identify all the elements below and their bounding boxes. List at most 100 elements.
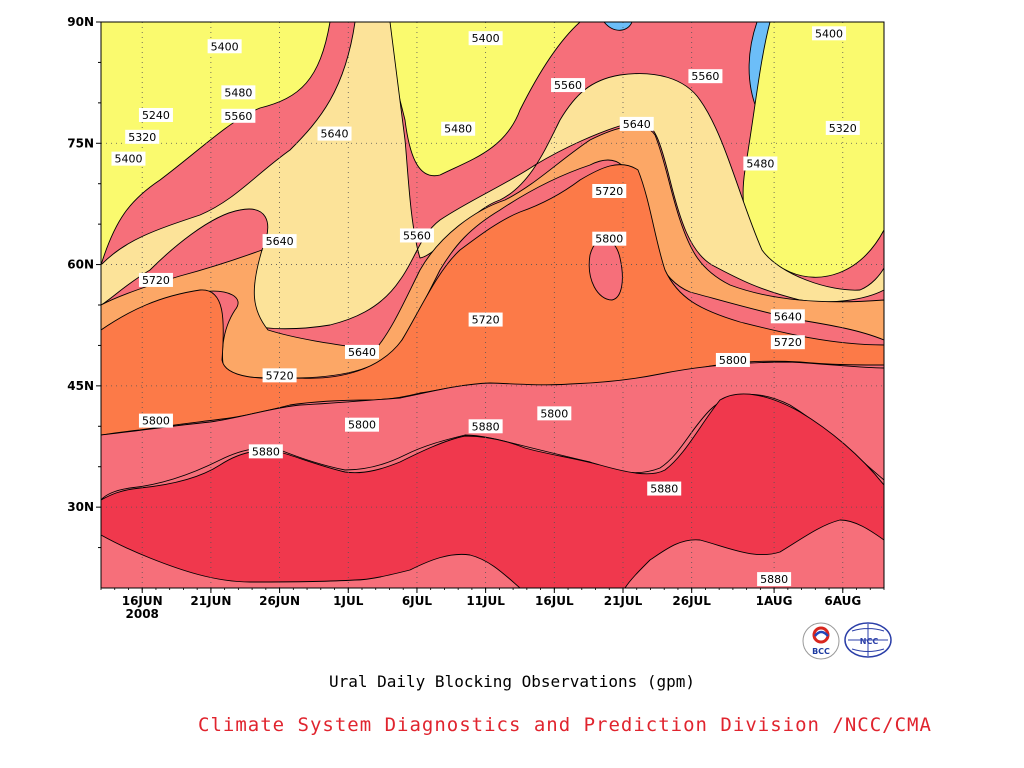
x-year-label: 2008 — [126, 607, 159, 621]
contour-label-bg — [812, 26, 847, 41]
y-tick-label: 45N — [67, 379, 94, 393]
contour-label-text: 5720 — [472, 314, 500, 327]
x-tick-label: 16JUL — [535, 594, 574, 608]
contour-label-text: 5800 — [348, 419, 376, 432]
grid-lines — [101, 22, 884, 588]
ncc-logo-text: NCC — [860, 637, 879, 646]
contour-label-bg — [551, 78, 586, 93]
contour-label: 5640 — [619, 116, 654, 131]
contour-label-bg — [221, 85, 256, 100]
y-tick-label: 30N — [67, 500, 94, 514]
contour-label-bg — [688, 69, 723, 84]
x-axis: 16JUN 21JUN 26JUN 1JUL 6JUL 11JUL 16JUL 21JUL 26… — [100, 588, 885, 621]
contour-label: 5400 — [468, 31, 503, 46]
contour-label-text: 5400 — [815, 27, 843, 40]
contour-label-text: 5640 — [774, 310, 802, 323]
contour-label-text: 5560 — [403, 229, 431, 242]
contour-label-text: 5720 — [774, 336, 802, 349]
contour-label: 5800 — [138, 413, 173, 428]
contour-label: 5560 — [551, 78, 586, 93]
contour-label-bg — [399, 228, 434, 243]
contour-label: 5720 — [592, 183, 627, 198]
contour-label-bg — [138, 272, 173, 287]
contour-label-text: 5400 — [211, 40, 239, 53]
contour-label-text: 5640 — [321, 128, 349, 141]
x-tick-label: 11JUL — [466, 594, 505, 608]
x-tick-label: 21JUL — [604, 594, 643, 608]
band-5560-5640 — [101, 22, 884, 330]
contour-label: 5640 — [262, 234, 297, 249]
y-tick-label: 60N — [67, 258, 94, 272]
bcc-logo: BCC — [802, 622, 840, 660]
contour-label-bg — [770, 335, 805, 350]
contour-label-text: 5880 — [472, 420, 500, 433]
contour-label-text: 5560 — [224, 110, 252, 123]
contour-label: 5560 — [399, 228, 434, 243]
contour-label: 5800 — [592, 231, 627, 246]
contour-bands — [101, 22, 884, 588]
contour-label-text: 5800 — [142, 415, 170, 428]
contour-label-text: 5800 — [595, 233, 623, 246]
contour-label-bg — [715, 352, 750, 367]
contour-label: 5480 — [743, 156, 778, 171]
contour-label-text: 5640 — [266, 235, 294, 248]
contour-label-text: 5720 — [266, 369, 294, 382]
contour-label-bg — [537, 406, 572, 421]
contour-label: 5800 — [715, 352, 750, 367]
contour-label-bg — [619, 116, 654, 131]
contour-label-text: 5480 — [224, 86, 252, 99]
contour-label-text: 5320 — [128, 131, 156, 144]
contour-label: 5720 — [770, 335, 805, 350]
contour-label-bg — [441, 121, 476, 136]
contour-label-text: 5880 — [760, 573, 788, 586]
contour-label: 5400 — [812, 26, 847, 41]
contour-label-bg — [468, 312, 503, 327]
x-tick-label: 16JUN — [122, 594, 163, 608]
y-axis: 90N 75N 60N 45N 30N — [67, 15, 101, 549]
contour-label-bg — [345, 417, 379, 432]
x-tick-label: 21JUN — [190, 594, 231, 608]
contour-label-text: 5400 — [472, 32, 500, 45]
contour-label: 5880 — [647, 481, 682, 496]
contour-label-text: 5800 — [719, 354, 747, 367]
contour-label-bg — [138, 107, 173, 122]
contour-label: 5720 — [468, 312, 503, 327]
contour-label: 5880 — [248, 444, 283, 459]
contour-label-bg — [317, 126, 352, 141]
contour-labels: 5400 5480 5560 5240 5320 5400 5640 5400 5480 5560… — [111, 26, 860, 587]
x-tick-label: 26JUN — [259, 594, 300, 608]
contour-label: 5320 — [825, 120, 860, 135]
contour-label-bg — [138, 413, 173, 428]
contour-label: 5320 — [125, 129, 160, 144]
contour-label-bg — [207, 39, 242, 54]
contour-label-text: 5720 — [595, 185, 623, 198]
contour-label: 5240 — [138, 107, 173, 122]
contour-label: 5560 — [688, 69, 723, 84]
contour-label-bg — [743, 156, 778, 171]
contour-label-text: 5640 — [623, 118, 651, 131]
contour-label-bg — [592, 231, 627, 246]
contour-label: 5720 — [138, 272, 173, 287]
contour-label-text: 5320 — [829, 122, 857, 135]
contour-label-text: 5480 — [746, 158, 774, 171]
contour-label: 5720 — [262, 368, 297, 383]
contour-label-text: 5240 — [142, 109, 170, 122]
contour-label: 5880 — [757, 572, 792, 587]
contour-label-text: 5480 — [444, 123, 472, 136]
contour-label-bg — [770, 309, 805, 324]
y-tick-label: 75N — [67, 136, 94, 150]
contour-label-text: 5400 — [114, 153, 142, 166]
contour-label: 5400 — [111, 151, 146, 166]
x-tick-label: 1JUL — [333, 594, 364, 608]
contour-label-text: 5800 — [540, 407, 568, 420]
band-5880-hi — [101, 393, 884, 588]
contour-label-bg — [221, 108, 256, 123]
contour-label-text: 5880 — [252, 445, 280, 458]
contour-label-bg — [111, 151, 146, 166]
x-tick-label: 26JUL — [672, 594, 711, 608]
contour-label-bg — [262, 234, 297, 249]
contour-label-text: 5880 — [650, 483, 678, 496]
contour-label: 5640 — [317, 126, 352, 141]
contour-label-bg — [592, 183, 627, 198]
